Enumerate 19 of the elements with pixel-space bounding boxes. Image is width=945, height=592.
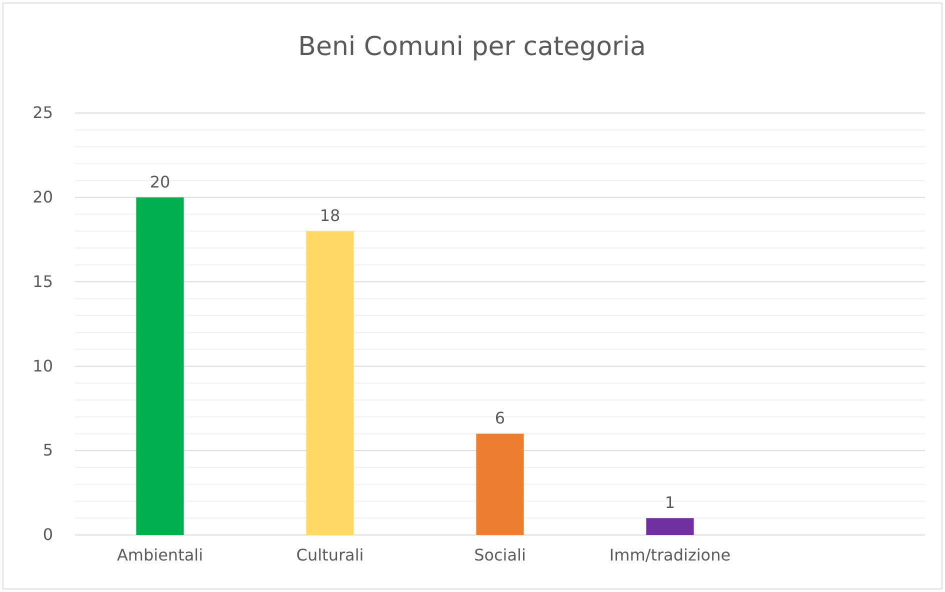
bar xyxy=(136,197,184,535)
bar xyxy=(646,518,694,535)
x-tick-label: Ambientali xyxy=(116,545,204,564)
y-tick-label: 10 xyxy=(32,356,53,376)
bar xyxy=(306,231,354,535)
data-label: 1 xyxy=(664,493,676,512)
data-label: 6 xyxy=(494,408,506,428)
bar xyxy=(476,434,524,535)
x-tick-label: Imm/tradizione xyxy=(609,545,731,564)
y-tick-label: 25 xyxy=(32,103,53,122)
x-tick-label: Sociali xyxy=(474,545,526,564)
y-tick-label: 0 xyxy=(42,525,53,544)
data-label: 18 xyxy=(320,206,340,226)
chart-title: Beni Comuni per categoria xyxy=(298,32,646,62)
x-tick-label: Culturali xyxy=(296,545,364,564)
y-tick-label: 5 xyxy=(42,440,53,460)
data-label: 20 xyxy=(150,172,170,192)
y-tick-label: 15 xyxy=(32,272,53,291)
y-tick-label: 20 xyxy=(32,188,53,207)
